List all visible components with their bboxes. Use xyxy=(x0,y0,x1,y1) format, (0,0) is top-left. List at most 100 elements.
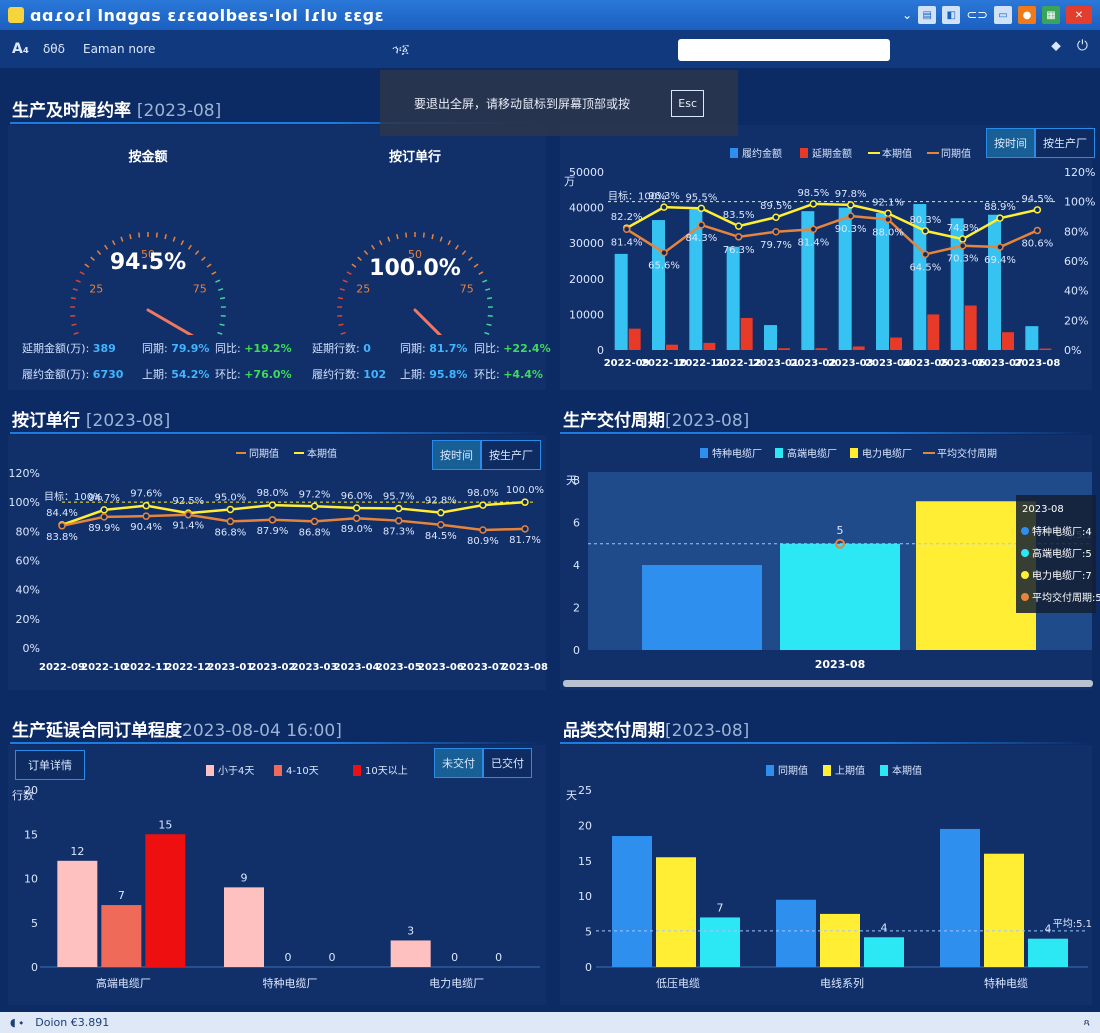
close-icon[interactable]: ✕ xyxy=(1066,6,1092,24)
series-point xyxy=(846,212,855,220)
bar-amount xyxy=(876,212,889,350)
data-label: 97.6% xyxy=(130,489,162,500)
panel-title: 生产及时履约率 [2023-08] xyxy=(12,101,222,121)
x-tick-label: 2022-09 xyxy=(604,358,650,369)
data-label: 91.4% xyxy=(172,521,204,532)
series-line xyxy=(626,202,1038,241)
gauge-tick xyxy=(340,331,346,335)
data-label: 4 xyxy=(881,921,888,934)
gauge-tick xyxy=(351,263,357,268)
series-point xyxy=(660,203,668,211)
gauge-stat-row: 环比: +76.0% xyxy=(215,368,292,381)
gauge-tick xyxy=(473,263,479,268)
y-tick-label: 60% xyxy=(16,555,40,568)
app-orange-icon[interactable]: ● xyxy=(1018,6,1036,24)
screen-icon[interactable]: ▭ xyxy=(994,6,1012,24)
gauge-tick xyxy=(482,279,488,283)
app-green-icon[interactable]: ▦ xyxy=(1042,6,1060,24)
taskbar-right-icon[interactable]: ጻ xyxy=(1083,1015,1090,1029)
data-label: 100.0% xyxy=(506,485,544,496)
series-point xyxy=(479,526,487,534)
app-icon xyxy=(8,7,24,23)
data-label: 95.5% xyxy=(685,192,717,203)
order-detail-button[interactable]: 订单详情 xyxy=(15,750,85,780)
series-point xyxy=(352,514,361,522)
address-input[interactable] xyxy=(678,39,890,61)
bar-amount xyxy=(652,220,665,350)
start-icon[interactable]: ◖ ⬩ xyxy=(10,1015,24,1029)
panel-underline xyxy=(10,432,546,434)
legend-label: 同期值 xyxy=(249,447,279,460)
legend-label: 同期值 xyxy=(941,147,971,160)
gauge-tick xyxy=(96,250,102,255)
data-label: 0 xyxy=(495,951,502,964)
bar xyxy=(940,828,980,967)
data-label: 81.7% xyxy=(509,535,541,546)
series-point xyxy=(884,209,892,218)
gauge-tick xyxy=(461,250,467,255)
esc-button[interactable]: Esc xyxy=(671,89,704,117)
x-tick-label: 2022-12 xyxy=(716,358,762,369)
legend-label: 本期值 xyxy=(307,447,337,460)
keyboard-icon[interactable]: ▤ xyxy=(918,6,937,24)
panel-underline xyxy=(10,122,546,124)
bar-delay xyxy=(1002,332,1014,350)
tab-delivered[interactable]: 已交付 xyxy=(483,748,532,778)
tab-by-time[interactable]: 按时间 xyxy=(432,440,481,470)
toolbar-label[interactable]: Eaman nore xyxy=(83,42,156,56)
y-tick-label: 0 xyxy=(573,644,580,657)
gauge-tick xyxy=(172,236,176,242)
data-label: 86.8% xyxy=(299,527,331,538)
tab-by-time[interactable]: 按时间 xyxy=(986,128,1035,158)
bar-amount xyxy=(614,253,628,350)
window-icon[interactable]: ◧ xyxy=(942,6,961,24)
tab-by-factory[interactable]: 按生产厂 xyxy=(1035,128,1095,158)
bar xyxy=(145,834,186,967)
bar xyxy=(642,565,762,650)
gauge-tick xyxy=(454,244,459,250)
panel-underline xyxy=(10,742,546,744)
gauge-tick xyxy=(447,240,452,246)
data-label: 86.8% xyxy=(214,527,246,538)
minimize-icon[interactable]: ⌄ xyxy=(902,8,913,22)
bar-amount xyxy=(689,209,703,350)
panel-title: 生产交付周期[2023-08] xyxy=(563,411,750,431)
y-tick-label: 6 xyxy=(573,517,580,530)
bar xyxy=(780,543,900,650)
series-point xyxy=(310,502,319,510)
data-label: 92.1% xyxy=(872,197,904,208)
series-point xyxy=(268,501,277,509)
tab-by-factory[interactable]: 按生产厂 xyxy=(481,440,541,470)
series-point xyxy=(394,504,403,513)
x-tick-label: 2022-12 xyxy=(165,662,211,673)
gauge-tick xyxy=(486,297,493,300)
x-tick-label: 特种电缆厂 xyxy=(263,976,318,990)
series-line xyxy=(61,500,526,527)
tab-undelivered[interactable]: 未交付 xyxy=(434,748,483,778)
x-tick-label: 2022-10 xyxy=(641,358,687,369)
gauge-value: 100.0% xyxy=(369,256,461,281)
y-tick-label: 20% xyxy=(16,613,40,626)
axis-unit: 万 xyxy=(564,175,575,188)
gauge-needle xyxy=(146,308,195,335)
x-tick-label: 低压电缆 xyxy=(656,977,700,990)
gauge-tick xyxy=(346,271,352,275)
gauge-tick xyxy=(120,236,124,242)
x-tick-label: 2023-01 xyxy=(753,358,799,369)
data-label: 82.2% xyxy=(611,212,643,223)
toolbar-label[interactable]: δθδ xyxy=(42,42,65,56)
power-icon[interactable]: ⏻ xyxy=(1076,38,1088,54)
x-tick-label: 2022-11 xyxy=(123,662,169,673)
pin-icon[interactable]: ⬥ xyxy=(1051,38,1061,54)
gauge-tick xyxy=(342,279,348,283)
series-point xyxy=(734,222,743,230)
gauge-tick xyxy=(478,271,484,275)
legend-swatch xyxy=(766,765,774,776)
y2-tick-label: 100% xyxy=(1064,196,1095,209)
link-icon[interactable]: ⊂⊃ xyxy=(966,7,988,23)
x-tick-label: 2023-08 xyxy=(502,662,548,673)
bar-delay xyxy=(964,305,977,350)
y-tick-label: 5 xyxy=(585,926,592,939)
series-point xyxy=(352,504,361,512)
